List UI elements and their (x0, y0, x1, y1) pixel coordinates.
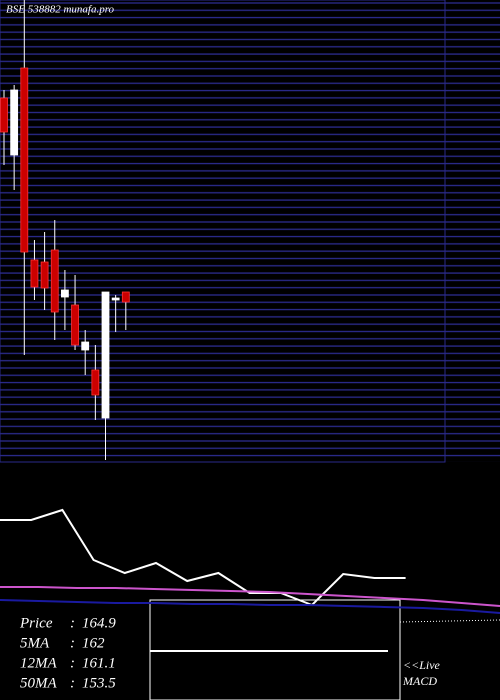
indicator-line (0, 599, 500, 614)
info-value: 153.5 (82, 675, 116, 691)
indicator-line (0, 586, 500, 607)
info-colon: : (70, 635, 75, 651)
candle-body (30, 259, 39, 288)
info-value: 164.9 (82, 615, 116, 631)
grid-pattern (0, 0, 500, 462)
candle-body (81, 341, 90, 351)
candle-body (50, 249, 59, 313)
info-colon: : (70, 655, 75, 671)
plot-border (0, 0, 446, 463)
candle-body (111, 297, 120, 301)
info-value: 162 (82, 635, 105, 651)
candle-body (71, 304, 79, 346)
candle-body (20, 67, 29, 253)
info-value: 161.1 (82, 655, 116, 671)
macd-label: MACD (402, 674, 437, 688)
candle-body (40, 261, 49, 289)
info-label: Price (19, 615, 53, 631)
info-label: 12MA (20, 655, 57, 671)
macd-label: <<Live (403, 658, 441, 672)
candle-body (0, 97, 8, 133)
info-label: 5MA (20, 635, 50, 651)
candle-body (91, 369, 100, 396)
info-colon: : (70, 675, 75, 691)
info-label: 50MA (20, 675, 57, 691)
candle-body (101, 291, 110, 419)
candle-body (10, 89, 19, 156)
candle-body (61, 289, 69, 298)
candle-body (121, 291, 130, 303)
indicator-line (0, 508, 406, 607)
chart-title: BSE 538882 munafa.pro (6, 4, 115, 16)
info-colon: : (70, 615, 75, 631)
